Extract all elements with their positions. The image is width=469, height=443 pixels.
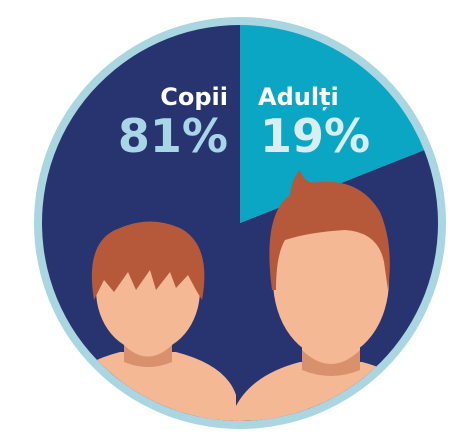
child-neck-shadow [124, 345, 172, 367]
category-label: Copii [160, 83, 228, 111]
value-label: 81% [118, 109, 228, 163]
adult-head [273, 202, 389, 358]
adult-neck-shadow [302, 350, 360, 376]
value-label: 19% [260, 109, 370, 163]
child-hair [91, 221, 205, 300]
pie-slice [240, 25, 425, 223]
adult-hair [269, 170, 390, 290]
category-label: Adulți [258, 83, 339, 111]
